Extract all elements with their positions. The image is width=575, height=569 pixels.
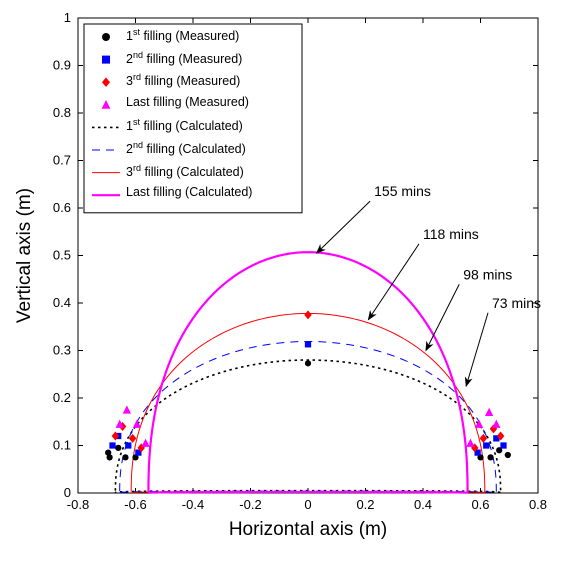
legend-label: 3rd filling (Calculated) (126, 163, 298, 183)
chart-container: -0.8-0.6-0.4-0.200.20.40.60.800.10.20.30… (0, 0, 575, 569)
marker-square (305, 341, 311, 347)
legend-label: 2nd filling (Measured) (126, 50, 298, 70)
x-axis-label: Horizontal axis (m) (229, 519, 387, 540)
x-tick-label: 0 (304, 497, 311, 512)
marker-square (500, 442, 506, 448)
x-tick-label: 0.8 (529, 497, 547, 512)
legend-label: 2nd filling (Calculated) (126, 140, 298, 160)
y-tick-label: 0.1 (53, 438, 71, 453)
marker-circle (305, 360, 311, 366)
marker-square (109, 442, 115, 448)
marker-circle (102, 33, 110, 41)
x-tick-label: -0.2 (239, 497, 261, 512)
legend-label: 1st filling (Calculated) (126, 117, 298, 137)
legend-label: Last filling (Calculated) (126, 185, 298, 205)
scatter-line-plot: -0.8-0.6-0.4-0.200.20.40.60.800.10.20.30… (0, 0, 575, 569)
marker-circle (115, 445, 121, 451)
y-tick-label: 0.9 (53, 58, 71, 73)
marker-circle (505, 452, 511, 458)
y-tick-label: 0.5 (53, 248, 71, 263)
y-tick-label: 0 (64, 485, 71, 500)
y-tick-label: 0.7 (53, 153, 71, 168)
y-tick-label: 0.4 (53, 295, 71, 310)
x-tick-label: 0.4 (414, 497, 432, 512)
y-tick-label: 0.3 (53, 343, 71, 358)
marker-square (125, 442, 131, 448)
y-axis-label: Vertical axis (m) (14, 188, 35, 323)
legend-label: 1st filling (Measured) (126, 27, 298, 47)
annotation-text: 118 mins (423, 226, 479, 242)
x-tick-label: -0.4 (182, 497, 204, 512)
marker-square (102, 56, 110, 64)
y-tick-label: 0.2 (53, 390, 71, 405)
legend-label: 3rd filling (Measured) (126, 72, 298, 92)
annotation-text: 155 mins (374, 183, 431, 199)
x-tick-label: 0.6 (471, 497, 489, 512)
annotation-text: 98 mins (463, 266, 512, 282)
legend-label: Last filling (Measured) (126, 95, 298, 115)
marker-circle (487, 454, 493, 460)
marker-square (483, 442, 489, 448)
annotation-text: 73 mins (492, 295, 541, 311)
marker-circle (107, 454, 113, 460)
marker-circle (122, 454, 128, 460)
y-tick-label: 0.8 (53, 105, 71, 120)
y-tick-label: 1 (64, 10, 71, 25)
y-tick-label: 0.6 (53, 200, 71, 215)
x-tick-label: 0.2 (356, 497, 374, 512)
x-tick-label: -0.6 (124, 497, 146, 512)
